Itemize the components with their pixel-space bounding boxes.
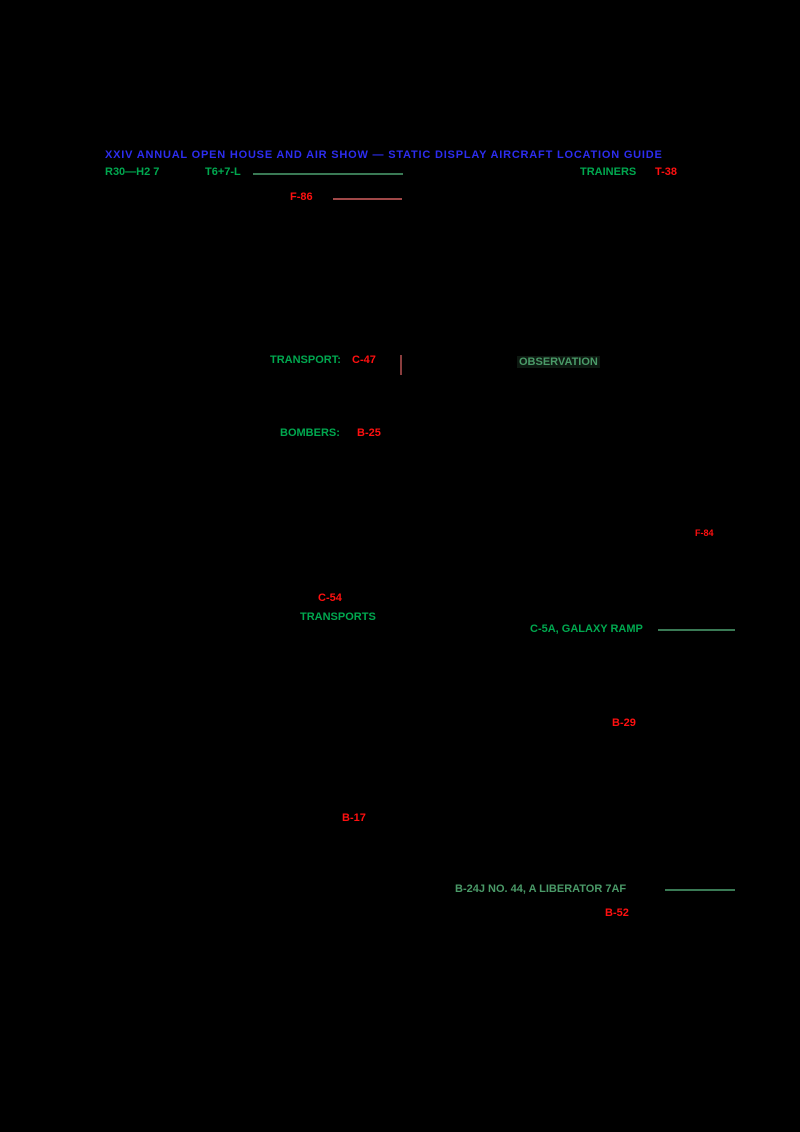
category-transports: TRANSPORTS <box>300 611 376 623</box>
leader-line-dark-red-1 <box>400 355 402 375</box>
aircraft-b52: B-52 <box>605 907 629 919</box>
label-observation: OBSERVATION <box>517 356 600 368</box>
category-transport: TRANSPORT: <box>270 354 341 366</box>
leader-line-red-1 <box>333 198 402 200</box>
aircraft-b25: B-25 <box>357 427 381 439</box>
leader-line-green-3 <box>665 889 735 891</box>
location-code-label-2: T6+7-L <box>205 166 241 178</box>
leader-line-green-1 <box>253 173 403 175</box>
category-trainers: TRAINERS <box>580 166 637 178</box>
aircraft-c54: C-54 <box>318 592 342 604</box>
aircraft-f84: F-84 <box>695 528 714 538</box>
aircraft-c47: C-47 <box>352 354 376 366</box>
aircraft-t38: T-38 <box>655 166 678 178</box>
category-bombers: BOMBERS: <box>280 427 340 439</box>
location-code-label-1: R30—H2 7 <box>105 166 160 178</box>
page-title: XXIV ANNUAL OPEN HOUSE AND AIR SHOW — ST… <box>105 149 663 161</box>
label-b24-liberator: B-24J NO. 44, A LIBERATOR 7AF <box>455 883 627 895</box>
aircraft-b17: B-17 <box>342 812 366 824</box>
aircraft-b29: B-29 <box>612 717 636 729</box>
label-c5-galaxy: C-5A, GALAXY RAMP <box>530 623 643 635</box>
leader-line-green-2 <box>658 629 735 631</box>
aircraft-f86: F-86 <box>290 191 313 203</box>
